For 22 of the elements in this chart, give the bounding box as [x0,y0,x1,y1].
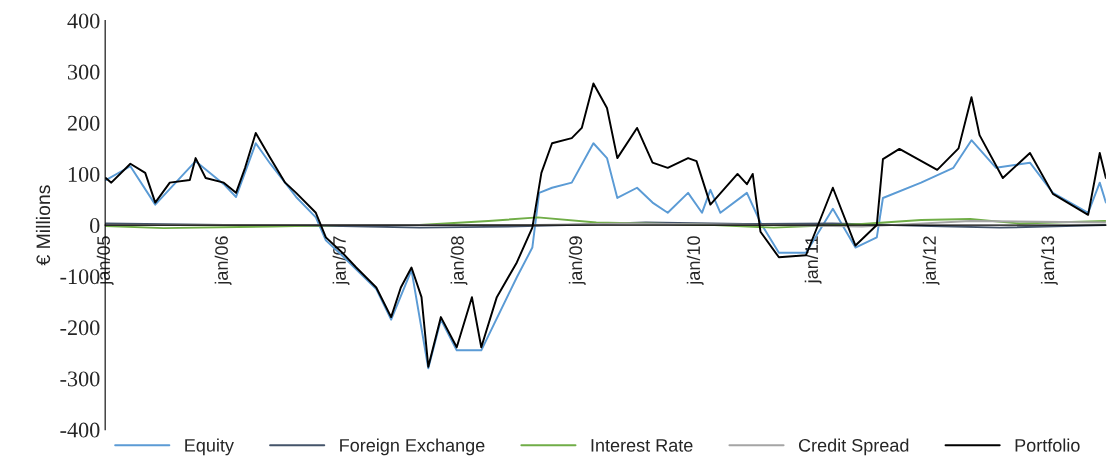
y-tick-label: -400 [60,422,100,438]
legend-label: Equity [185,438,234,456]
y-tick-label: 400 [67,13,100,29]
x-tick-label: jan/10 [686,236,704,286]
x-tick-label: jan/13 [1040,236,1058,286]
legend-label: Foreign Exchange [340,438,485,456]
legend-label: Credit Spread [798,438,909,456]
x-tick-label: jan/12 [922,236,940,286]
y-tick-label: 300 [68,64,100,80]
legend-label: Interest Rate [591,439,693,452]
legend-label: Portfolio [1015,438,1080,452]
x-tick-label: jan/09 [568,236,586,286]
y-tick-label: 0 [90,218,100,233]
y-tick-label: -300 [60,371,100,387]
x-tick-label: jan/06 [214,236,232,286]
y-tick-label: 100 [68,166,100,182]
x-tick-label: jan/11 [804,236,822,284]
y-tick-label: -200 [60,320,100,336]
y-tick-label: 200 [67,115,100,131]
x-tick-label: jan/07 [332,236,350,286]
y-axis-title: € Millions [35,185,51,266]
x-tick-label: jan/08 [450,236,468,286]
